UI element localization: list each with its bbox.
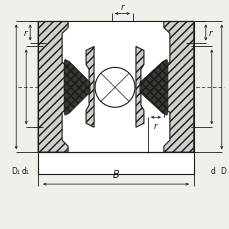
Text: r: r xyxy=(24,29,27,38)
Text: D: D xyxy=(219,166,225,175)
Text: r: r xyxy=(120,3,124,11)
Circle shape xyxy=(95,68,134,108)
Polygon shape xyxy=(38,22,193,153)
Polygon shape xyxy=(38,153,193,174)
Polygon shape xyxy=(64,60,90,116)
Text: D₁: D₁ xyxy=(11,166,20,175)
Polygon shape xyxy=(163,22,193,153)
Text: d₁: d₁ xyxy=(21,166,29,175)
Polygon shape xyxy=(86,47,94,128)
Polygon shape xyxy=(38,22,68,153)
Text: d: d xyxy=(210,166,214,175)
Polygon shape xyxy=(139,60,167,116)
Text: B: B xyxy=(112,169,119,179)
Polygon shape xyxy=(135,47,143,128)
Text: r: r xyxy=(153,122,157,131)
Text: r: r xyxy=(208,29,211,38)
